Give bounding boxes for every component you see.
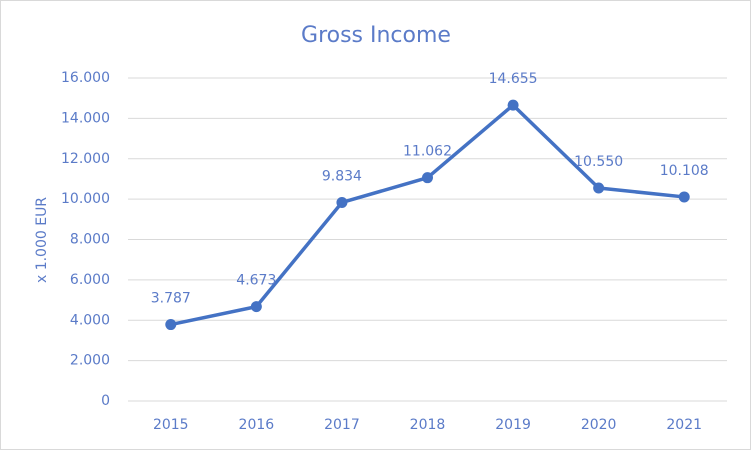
y-tick-label: 2.000 xyxy=(70,353,110,369)
x-tick-label: 2017 xyxy=(324,417,360,433)
y-tick-label: 12.000 xyxy=(61,151,110,167)
data-label: 10.108 xyxy=(660,163,709,179)
point xyxy=(678,191,690,203)
data-label: 9.834 xyxy=(322,168,362,184)
y-tick-label: 6.000 xyxy=(70,272,110,288)
y-tick-label: 14.000 xyxy=(61,110,110,126)
x-tick-label: 2020 xyxy=(581,417,617,433)
y-tick-label: 10.000 xyxy=(61,191,110,207)
point xyxy=(593,182,605,194)
point xyxy=(422,172,433,184)
point xyxy=(336,196,348,208)
data-label: 4.673 xyxy=(236,273,276,289)
data-label: 11.062 xyxy=(403,144,452,160)
x-tick-label: 2021 xyxy=(666,417,702,433)
y-tick-label: 16.000 xyxy=(61,70,110,86)
x-tick-label: 2015 xyxy=(153,417,189,433)
point xyxy=(507,99,519,111)
chart-title: Gross Income xyxy=(301,23,451,48)
x-tick-label: 2016 xyxy=(239,417,275,433)
y-axis-label: x 1.000 EUR xyxy=(34,197,50,283)
data-label: 3.787 xyxy=(151,291,191,307)
y-tick-label: 8.000 xyxy=(70,232,110,248)
point xyxy=(250,301,262,313)
data-label: 10.550 xyxy=(574,154,623,170)
data-label: 14.655 xyxy=(489,71,538,87)
y-tick-label: 0 xyxy=(101,393,110,409)
y-tick-label: 4.000 xyxy=(70,312,110,328)
x-tick-label: 2019 xyxy=(495,417,531,433)
point xyxy=(165,319,177,331)
x-tick-label: 2018 xyxy=(410,417,446,433)
